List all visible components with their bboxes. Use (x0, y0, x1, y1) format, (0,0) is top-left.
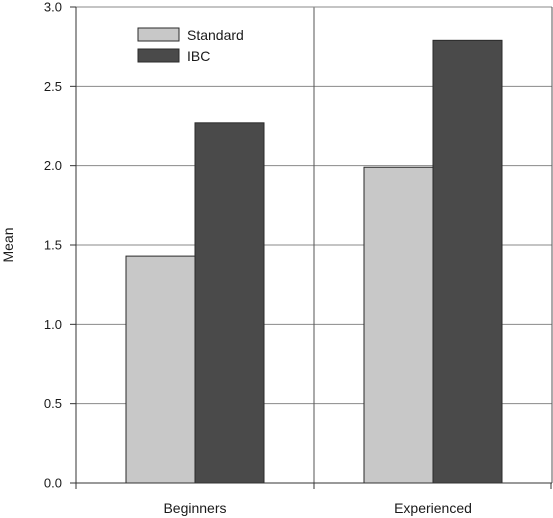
y-axis-title: Mean (0, 227, 16, 262)
legend-label-standard: Standard (187, 27, 244, 43)
legend-swatch-ibc (137, 48, 180, 63)
bar-standard-experienced (363, 166, 434, 484)
legend: Standard IBC (137, 27, 244, 64)
y-tick-label: 3.0 (44, 0, 62, 15)
y-tick-label: 1.0 (44, 317, 62, 332)
y-tick-label: 1.5 (44, 238, 62, 253)
bar-ibc-experienced (432, 39, 503, 484)
legend-swatch-standard (137, 27, 180, 42)
x-category-label: Experienced (394, 500, 472, 516)
bar-ibc-beginners (194, 122, 265, 484)
axes: 0.0 0.5 1.0 1.5 2.0 2.5 3.0 Beginners Experience… (44, 0, 553, 516)
y-tick-label: 0.0 (44, 476, 62, 491)
legend-label-ibc: IBC (187, 48, 210, 64)
y-tick-label: 0.5 (44, 396, 62, 411)
x-category-label: Beginners (163, 500, 226, 516)
y-tick-label: 2.0 (44, 158, 62, 173)
y-tick-label: 2.5 (44, 79, 62, 94)
bar-standard-beginners (125, 255, 196, 484)
bars (125, 39, 503, 484)
